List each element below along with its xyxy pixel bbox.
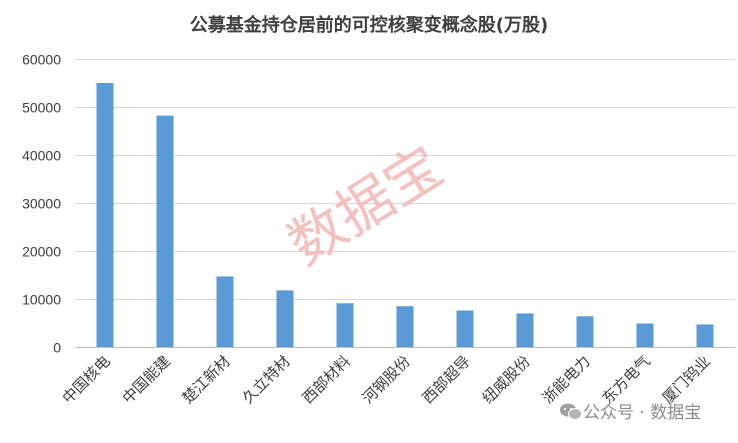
x-tick-label: 纽威股份 <box>479 352 534 407</box>
bar-2 <box>156 115 174 347</box>
bar-10 <box>636 323 654 347</box>
bar-5 <box>336 303 354 347</box>
y-tick-label: 50000 <box>22 100 61 116</box>
y-tick-label: 10000 <box>22 292 61 308</box>
bar-3 <box>216 276 234 347</box>
bar-7 <box>456 310 474 347</box>
bar-9 <box>576 316 594 347</box>
y-tick-label: 60000 <box>22 52 61 68</box>
y-tick-label: 20000 <box>22 244 61 260</box>
x-tick-label: 中国核电 <box>59 352 114 407</box>
x-tick-label: 东方电气 <box>599 352 654 407</box>
bar-8 <box>516 313 534 347</box>
x-tick-label: 久立特材 <box>239 352 294 407</box>
x-tick-label: 西部超导 <box>419 352 474 407</box>
gridlines <box>75 59 735 300</box>
x-tick-label: 厦门钨业 <box>659 352 714 407</box>
y-tick-label: 40000 <box>22 148 61 164</box>
bar-1 <box>96 83 114 347</box>
bar-6 <box>396 306 414 347</box>
bar-4 <box>276 290 294 347</box>
x-tick-label: 浙能电力 <box>539 352 594 407</box>
footer-brand: 公众号 · 数据宝 <box>560 403 701 423</box>
bars <box>96 83 714 347</box>
x-tick-label: 西部材料 <box>299 352 354 407</box>
footer-brand-text: 公众号 · 数据宝 <box>583 403 701 423</box>
x-tick-label: 楚江新材 <box>179 352 234 407</box>
wechat-icon <box>560 403 582 420</box>
chart-title: 公募基金持仓居前的可控核聚变概念股(万股) <box>190 14 548 36</box>
x-axis-ticks: 中国核电 中国能建 楚江新材 久立特材 西部材料 河钢股份 西部超导 纽威股份 浙能电力 东方电气… <box>59 352 714 407</box>
bar-11 <box>696 324 714 347</box>
x-tick-label: 河钢股份 <box>359 352 414 407</box>
x-tick-label: 中国能建 <box>119 352 174 407</box>
y-axis-ticks: 0 10000 20000 30000 40000 50000 60000 <box>22 52 61 356</box>
y-tick-label: 30000 <box>22 196 61 212</box>
y-tick-label: 0 <box>53 340 61 356</box>
